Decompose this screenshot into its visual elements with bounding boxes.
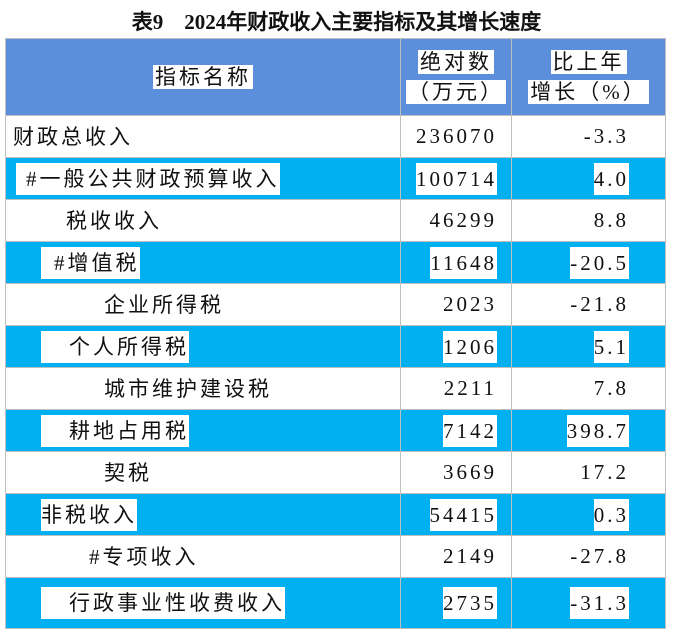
header-cell: 指标名称 [5, 38, 401, 116]
table-cell: 5.1 [511, 325, 666, 368]
table-cell: 54415 [400, 493, 512, 536]
table-cell: 3669 [400, 451, 512, 494]
table-cell: 4.0 [511, 157, 666, 200]
cell-value: 3669 [443, 460, 497, 484]
row-label: 个人所得税 [41, 330, 189, 363]
cell-value: 236070 [416, 124, 497, 148]
table-cell: 1206 [400, 325, 512, 368]
table-cell: -3.3 [511, 115, 666, 158]
table-cell: #专项收入 [5, 535, 401, 578]
table-row: #一般公共财政预算收入 100714 4.0 [5, 157, 666, 200]
header-text: 增长（%） [528, 80, 649, 104]
table-cell: -31.3 [511, 577, 666, 629]
table-row: #增值税 11648 -20.5 [5, 241, 666, 284]
table-cell: 398.7 [511, 409, 666, 452]
cell-value: 4.0 [593, 162, 629, 195]
cell-value: -20.5 [570, 246, 629, 279]
row-label: #增值税 [41, 246, 140, 279]
header-text: 绝对数 [418, 50, 494, 74]
table-cell: 46299 [400, 199, 512, 242]
row-label: 财政总收入 [13, 124, 133, 149]
header-text: 指标名称 [153, 65, 253, 89]
cell-value: 2149 [443, 544, 497, 568]
table-cell: 7142 [400, 409, 512, 452]
table-cell: 236070 [400, 115, 512, 158]
cell-value: 2023 [443, 292, 497, 316]
cell-value: -3.3 [583, 124, 629, 148]
table-row: 企业所得税 2023 -21.8 [5, 283, 666, 326]
header-text: 比上年 [550, 50, 627, 74]
row-label: 非税收入 [41, 498, 137, 531]
table-cell: 2149 [400, 535, 512, 578]
cell-value: 8.8 [593, 208, 629, 232]
row-label: 行政事业性收费收入 [41, 587, 285, 619]
cell-value: 2211 [443, 376, 497, 400]
cell-value: 54415 [429, 498, 497, 531]
table-cell: #一般公共财政预算收入 [5, 157, 401, 200]
table-title: 表9 2024年财政收入主要指标及其增长速度 [131, 10, 542, 34]
table-cell: 税收收入 [5, 199, 401, 242]
cell-value: 5.1 [593, 330, 629, 363]
cell-value: -27.8 [570, 544, 629, 568]
table-row: 契税 3669 17.2 [5, 451, 666, 494]
table-cell: -21.8 [511, 283, 666, 326]
table-row: 城市维护建设税 2211 7.8 [5, 367, 666, 410]
row-label: #专项收入 [89, 544, 199, 569]
row-label: #一般公共财政预算收入 [16, 162, 280, 195]
table-cell: 城市维护建设税 [5, 367, 401, 410]
cell-value: 0.3 [593, 498, 629, 531]
header-cell: 绝对数 （万元） [400, 38, 512, 116]
table-cell: 企业所得税 [5, 283, 401, 326]
table: 指标名称 绝对数 （万元） 比上年 增长（%） 财政总收入 236070 -3.3 #一般公共… [5, 38, 666, 629]
table-cell: 2211 [400, 367, 512, 410]
table-cell: 11648 [400, 241, 512, 284]
table-cell: #增值税 [5, 241, 401, 284]
header-cell: 比上年增长（%） [511, 38, 666, 116]
cell-value: 398.7 [566, 414, 629, 447]
header-text: （万元） [406, 80, 506, 104]
row-label: 契税 [104, 460, 152, 485]
cell-value: 17.2 [580, 460, 629, 484]
table-cell: -27.8 [511, 535, 666, 578]
cell-value: 7142 [443, 414, 497, 447]
row-label: 企业所得税 [104, 292, 224, 317]
table-row: #专项收入 2149 -27.8 [5, 535, 666, 578]
row-label: 税收收入 [66, 208, 162, 233]
table-cell: 行政事业性收费收入 [5, 577, 401, 629]
cell-value: 46299 [429, 208, 497, 232]
table-row: 耕地占用税 7142 398.7 [5, 409, 666, 452]
table-cell: 7.8 [511, 367, 666, 410]
table-row: 个人所得税 1206 5.1 [5, 325, 666, 368]
table-row: 行政事业性收费收入 2735 -31.3 [5, 577, 666, 629]
table-cell: 100714 [400, 157, 512, 200]
cell-value: 7.8 [593, 376, 629, 400]
cell-value: -31.3 [570, 587, 629, 619]
cell-value: -21.8 [570, 292, 629, 316]
table-row: 财政总收入 236070 -3.3 [5, 115, 666, 158]
table-cell: 8.8 [511, 199, 666, 242]
table-cell: 耕地占用税 [5, 409, 401, 452]
table-row: 非税收入 54415 0.3 [5, 493, 666, 536]
table-cell: 契税 [5, 451, 401, 494]
table-cell: 0.3 [511, 493, 666, 536]
table-row: 税收收入 46299 8.8 [5, 199, 666, 242]
cell-value: 100714 [416, 162, 497, 195]
table-cell: 非税收入 [5, 493, 401, 536]
table-cell: -20.5 [511, 241, 666, 284]
cell-value: 11648 [430, 246, 497, 279]
table-cell: 财政总收入 [5, 115, 401, 158]
table-cell: 2735 [400, 577, 512, 629]
table-body: 财政总收入 236070 -3.3 #一般公共财政预算收入 100714 4.0 税收收入 4… [5, 115, 666, 629]
row-label: 耕地占用税 [41, 414, 189, 447]
row-label: 城市维护建设税 [104, 376, 272, 401]
cell-value: 2735 [443, 587, 497, 619]
table-cell: 个人所得税 [5, 325, 401, 368]
header-row: 指标名称 绝对数 （万元） 比上年 增长（%） [5, 38, 666, 116]
table-cell: 2023 [400, 283, 512, 326]
table-cell: 17.2 [511, 451, 666, 494]
cell-value: 1206 [443, 330, 497, 363]
